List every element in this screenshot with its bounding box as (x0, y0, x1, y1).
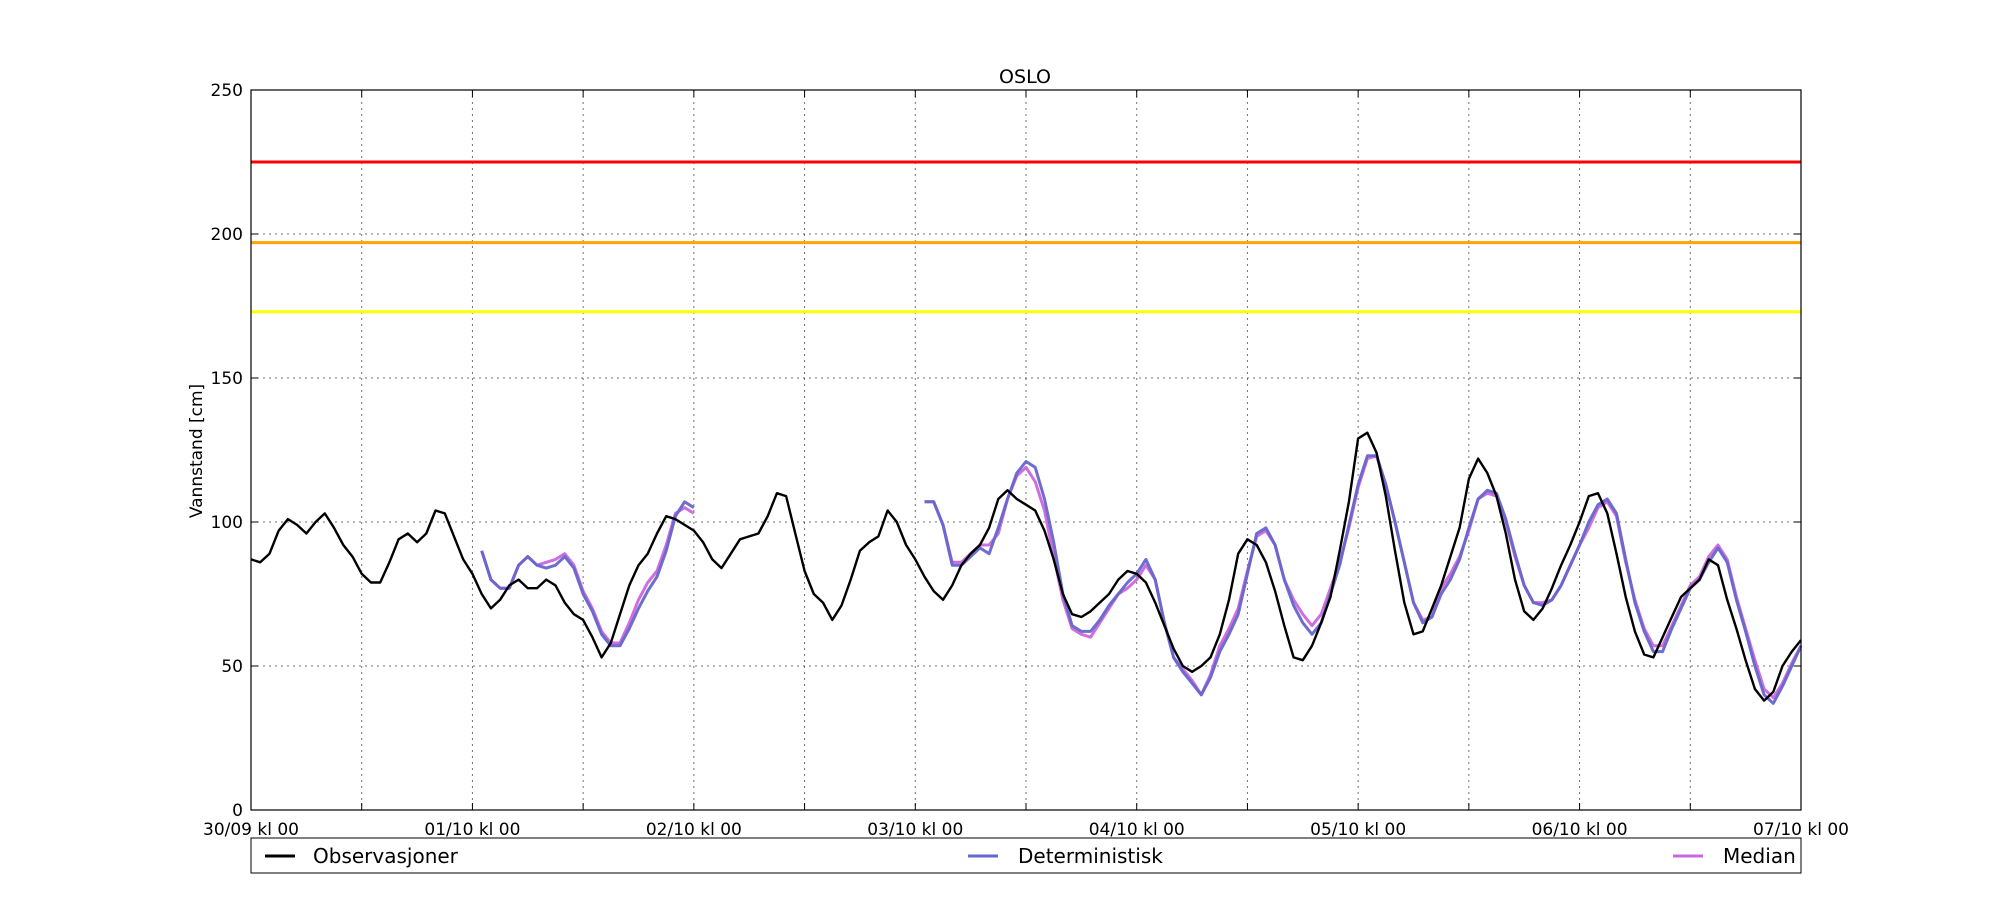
legend-label-median: Median (1723, 844, 1796, 868)
x-tick-label: 05/10 kl 00 (1310, 820, 1406, 840)
legend-label-deterministisk: Deterministisk (1018, 844, 1163, 868)
y-tick-label: 100 (211, 513, 243, 533)
x-tick-label: 04/10 kl 00 (1089, 820, 1185, 840)
legend-frame (250, 837, 1802, 874)
grid-layer (251, 90, 1801, 810)
y-tick-label: 50 (221, 657, 243, 677)
x-tick-label: 06/10 kl 00 (1532, 820, 1628, 840)
legend-label-observasjoner: Observasjoner (313, 844, 459, 868)
x-tick-label: 01/10 kl 00 (424, 820, 520, 840)
series-line-observasjoner (250, 431, 1802, 702)
chart-title: OSLO (999, 66, 1051, 88)
x-tick-label: 07/10 kl 00 (1753, 820, 1849, 840)
series-layer (250, 431, 1803, 705)
x-tick-label: 30/09 kl 00 (203, 820, 299, 840)
y-tick-label: 150 (211, 369, 243, 389)
series-line-median (924, 454, 1803, 700)
series-line-deterministisk (480, 500, 695, 648)
y-tick-label: 250 (211, 81, 243, 101)
legend: Observasjoner Deterministisk Median (250, 837, 1802, 874)
tick-layer: 30/09 kl 00 01/10 kl 00 02/10 kl 00 03/10 k… (203, 81, 1849, 840)
threshold-layer (251, 160, 1801, 314)
y-axis-title: Vannstand [cm] (187, 384, 207, 518)
y-tick-label: 0 (232, 801, 243, 821)
y-tick-label: 200 (211, 225, 243, 245)
x-tick-label: 02/10 kl 00 (646, 820, 742, 840)
x-tick-label: 03/10 kl 00 (867, 820, 963, 840)
